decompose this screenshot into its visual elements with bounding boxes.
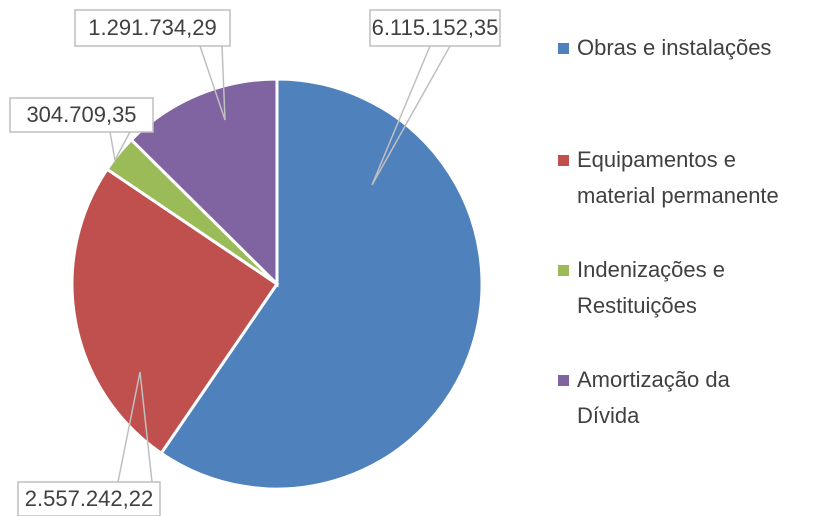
legend-swatch <box>558 375 569 386</box>
legend-label: Equipamentos e material permanente <box>577 147 779 208</box>
pie-slice <box>70 167 280 456</box>
legend-label: Amortização da Dívida <box>577 367 730 428</box>
data-label: 304.709,35 <box>26 102 136 127</box>
data-label: 1.291.734,29 <box>88 15 216 40</box>
label-box <box>17 481 161 516</box>
pie-slice <box>159 77 484 491</box>
data-label: 6.115.152,35 <box>372 15 499 40</box>
legend-item: Indenizações e Restituições <box>558 252 783 324</box>
legend-item: Obras e instalações <box>558 30 783 66</box>
label-box <box>74 9 231 47</box>
legend-swatch <box>558 265 569 276</box>
leader-line <box>199 45 226 121</box>
legend-swatch <box>558 43 569 54</box>
leader-line <box>371 45 451 186</box>
legend-item: Equipamentos e material permanente <box>558 142 783 214</box>
leader-line <box>117 371 153 483</box>
label-box <box>369 9 501 47</box>
legend-label: Indenizações e Restituições <box>577 257 725 318</box>
data-label: 2.557.242,22 <box>25 486 153 511</box>
legend-label: Obras e instalações <box>577 35 772 60</box>
legend-item: Amortização da Dívida <box>558 362 783 434</box>
label-box <box>9 97 154 133</box>
leader-line <box>109 131 131 163</box>
legend-swatch <box>558 155 569 166</box>
